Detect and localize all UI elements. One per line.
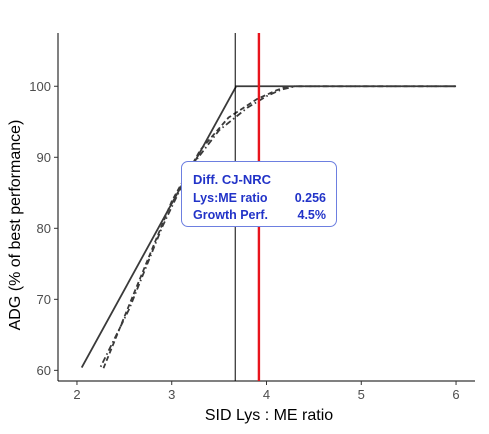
annotation-row-growth-perf: Growth Perf. 4.5% xyxy=(193,207,326,224)
x-tick-label: 2 xyxy=(73,387,80,402)
x-tick-label: 5 xyxy=(358,387,365,402)
annotation-title: Diff. CJ-NRC xyxy=(193,172,271,187)
ticks: 2 3 4 5 6 60 70 80 90 100 xyxy=(29,79,459,402)
x-axis-title: SID Lys : ME ratio xyxy=(205,407,333,424)
y-tick-label: 90 xyxy=(37,150,51,165)
y-axis-title: ADG (% of best performance) xyxy=(7,120,24,331)
series-line-dashed xyxy=(102,85,457,369)
series-line-dotdash xyxy=(99,85,457,368)
x-tick-label: 3 xyxy=(168,387,175,402)
x-tick-label: 6 xyxy=(452,387,459,402)
annotation-row-lys-ratio: Lys:ME ratio 0.256 xyxy=(193,190,326,207)
series-layer xyxy=(80,85,457,369)
y-tick-label: 100 xyxy=(29,79,51,94)
annotation-row-label: Growth Perf. xyxy=(193,208,269,222)
annotation-box: Diff. CJ-NRC Lys:ME ratio 0.256 Growth P… xyxy=(181,161,337,227)
annotation-row-label: Lys:ME ratio xyxy=(193,191,268,205)
annotation-row-value: 4.5% xyxy=(297,208,327,222)
annotation-row-value: 0.256 xyxy=(294,191,326,205)
y-tick-label: 70 xyxy=(37,292,51,307)
y-tick-label: 80 xyxy=(37,221,51,236)
y-tick-label: 60 xyxy=(37,363,51,378)
x-tick-label: 4 xyxy=(263,387,270,402)
